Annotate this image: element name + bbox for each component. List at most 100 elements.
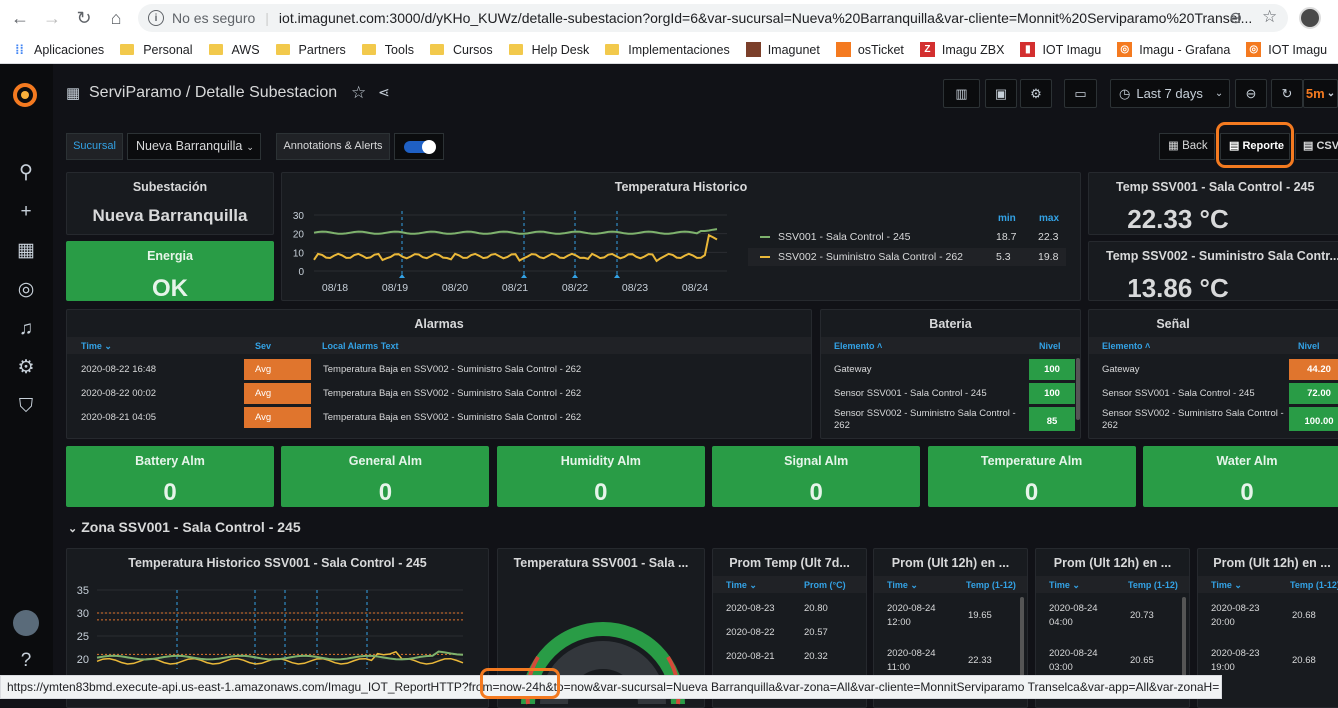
row-title[interactable]: ⌄ Zona SSV001 - Sala Control - 245 <box>68 519 301 535</box>
col-header-value[interactable]: Temp (1-12) <box>1128 580 1178 590</box>
star-icon[interactable]: ☆ <box>351 83 367 102</box>
table-row[interactable]: 2020-08-24 04:00 20.73 <box>1036 598 1189 638</box>
sucursal-select[interactable]: Nueva Barranquilla ⌄ <box>127 133 261 160</box>
forward-arrow-icon[interactable]: → <box>43 7 61 28</box>
bookmark-item[interactable]: AWS <box>208 43 260 57</box>
back-link[interactable]: ▦ Back <box>1159 133 1215 160</box>
dashboard-title[interactable]: ServiParamo / Detalle Subestacion <box>89 84 338 101</box>
alerting-bell-icon[interactable]: ♫ <box>18 318 34 339</box>
profile-avatar[interactable] <box>1299 7 1321 29</box>
back-arrow-icon[interactable]: ← <box>11 7 29 28</box>
col-header-text[interactable]: Local Alarms Text <box>322 341 399 351</box>
table-row[interactable]: 2020-08-23 19:00 20.68 <box>1198 643 1338 683</box>
panel-title: Alarmas <box>414 317 464 331</box>
user-avatar[interactable] <box>13 610 39 636</box>
refresh-interval[interactable]: 5m ⌄ <box>1303 79 1338 108</box>
add-panel-icon[interactable]: ▥ <box>943 79 980 108</box>
bookmark-item[interactable]: Cursos <box>429 43 493 57</box>
csv-link[interactable]: ▤ CSV <box>1295 133 1338 160</box>
table-row[interactable]: 2020-08-23 20.80 <box>713 598 866 619</box>
level-value: 100.00 <box>1289 407 1338 431</box>
alarm-time: 2020-08-22 16:48 <box>81 364 157 375</box>
gear-icon[interactable]: ⚙ <box>17 357 35 378</box>
scrollbar[interactable] <box>1020 597 1024 697</box>
scrollbar[interactable] <box>1076 358 1080 420</box>
explore-icon[interactable]: ◎ <box>17 279 35 300</box>
table-row[interactable]: Sensor SSV001 - Sala Control - 245 100 <box>821 383 1080 404</box>
table-row[interactable]: Sensor SSV002 - Suministro Sala Control … <box>821 407 1080 431</box>
bookmark-item[interactable]: Partners <box>275 43 346 57</box>
bookmark-item[interactable]: ⁞⁞ Aplicaciones <box>12 42 104 57</box>
table-row[interactable]: Sensor SSV002 - Suministro Sala Control … <box>1089 407 1338 431</box>
bookmark-item[interactable]: Personal <box>120 43 193 57</box>
table-row[interactable]: 2020-08-21 20.32 <box>713 646 866 667</box>
table-row[interactable]: Sensor SSV001 - Sala Control - 245 72.00 <box>1089 383 1338 404</box>
table-row[interactable]: 2020-08-22 00:02 Avg Temperatura Baja en S… <box>67 383 811 404</box>
grafana-logo-icon[interactable] <box>10 80 40 110</box>
time-picker[interactable]: ◷ Last 7 days ⌄ <box>1110 79 1230 108</box>
shield-icon[interactable]: ⛉ <box>18 396 34 417</box>
tv-mode-icon[interactable]: ▭ <box>1064 79 1097 108</box>
bookmark-item[interactable]: ▮ IOT Imagu <box>1020 42 1101 57</box>
address-bar[interactable]: i No es seguro | iot.imagunet.com:3000/d… <box>138 4 1288 32</box>
bookmark-item[interactable]: ◎ Imagu - Grafana <box>1117 42 1230 57</box>
reporte-link[interactable]: ▤ Reporte <box>1220 133 1290 160</box>
legend-item[interactable]: SSV002 - Suministro Sala Control - 262 5.… <box>748 248 1066 266</box>
zoom-icon[interactable]: ⊖ <box>1229 10 1243 27</box>
series-line-temp <box>96 650 464 661</box>
col-header-elemento[interactable]: Elemento ˄ <box>1102 341 1151 351</box>
col-header-nivel[interactable]: Nivel <box>1039 341 1061 351</box>
refresh-icon[interactable]: ↻ <box>1271 79 1303 108</box>
x-tick-label: 08/18 <box>322 282 348 294</box>
element-name: Sensor SSV002 - Suministro Sala Control … <box>1102 408 1284 429</box>
folder-icon <box>208 44 223 55</box>
dashboards-grid-icon[interactable]: ▦ <box>66 85 81 102</box>
col-header-nivel[interactable]: Nivel <box>1298 341 1320 351</box>
settings-gear-icon[interactable]: ⚙ <box>1020 79 1052 108</box>
table-row[interactable]: 2020-08-21 04:05 Avg Temperatura Baja en S… <box>67 407 811 428</box>
bookmark-item[interactable]: Z Imagu ZBX <box>919 42 1004 57</box>
col-header-value[interactable]: Prom (°C) <box>804 580 846 590</box>
home-icon[interactable]: ⌂ <box>110 7 122 28</box>
annotations-toggle[interactable] <box>394 133 444 160</box>
panel-title: Humidity Alm <box>560 454 641 468</box>
bookmark-item[interactable]: Implementaciones <box>605 43 730 57</box>
temp-ssv001-panel: Temp SSV001 - Sala Control - 245 22.33 °… <box>1088 172 1338 235</box>
table-row[interactable]: Gateway 100 <box>821 359 1080 380</box>
col-header-value[interactable]: Temp (1-12) <box>966 580 1016 590</box>
col-header-time[interactable]: Time ⌄ <box>1049 580 1080 590</box>
x-tick-label: 08/21 <box>502 282 528 294</box>
col-header-sev[interactable]: Sev <box>255 341 272 351</box>
col-header-value[interactable]: Temp (1-12) <box>1290 580 1338 590</box>
bookmark-item[interactable]: ◎ IOT Imagu <box>1246 42 1327 57</box>
zoom-out-icon[interactable]: ⊖ <box>1235 79 1267 108</box>
bookmark-item[interactable]: Tools <box>361 43 414 57</box>
save-icon[interactable]: ▣ <box>985 79 1017 108</box>
plus-icon[interactable]: + <box>20 201 32 222</box>
table-row[interactable]: 2020-08-24 03:00 20.65 <box>1036 643 1189 683</box>
table-row[interactable]: 2020-08-24 12:00 19.65 <box>874 598 1027 638</box>
table-row[interactable]: 2020-08-24 11:00 22.33 <box>874 643 1027 683</box>
star-icon[interactable]: ☆ <box>1262 7 1278 26</box>
legend-item[interactable]: SSV001 - Sala Control - 245 18.7 22.3 <box>748 228 1066 246</box>
scrollbar[interactable] <box>1182 597 1186 697</box>
col-header-time[interactable]: Time ⌄ <box>726 580 757 590</box>
table-row[interactable]: Gateway 44.20 <box>1089 359 1338 380</box>
search-icon[interactable]: ⚲ <box>19 162 33 183</box>
col-header-time[interactable]: Time ⌄ <box>81 341 112 351</box>
col-header-time[interactable]: Time ⌄ <box>1211 580 1242 590</box>
table-row[interactable]: 2020-08-23 20:00 20.68 <box>1198 598 1338 638</box>
share-icon[interactable]: ⋖ <box>378 84 390 100</box>
dashboards-icon[interactable]: ▦ <box>17 240 35 261</box>
col-header-time[interactable]: Time ⌄ <box>887 580 918 590</box>
table-row[interactable]: 2020-08-22 20.57 <box>713 622 866 643</box>
reload-icon[interactable]: ↻ <box>76 7 92 28</box>
bookmark-item[interactable]: osTicket <box>835 42 904 57</box>
bookmark-item[interactable]: Help Desk <box>508 43 589 57</box>
help-icon[interactable]: ? <box>20 650 32 671</box>
x-tick-label: 08/24 <box>682 282 708 294</box>
col-header-elemento[interactable]: Elemento ˄ <box>834 341 883 351</box>
info-icon[interactable]: i <box>148 10 164 26</box>
bookmark-item[interactable]: Imagunet <box>745 42 820 57</box>
table-row[interactable]: 2020-08-22 16:48 Avg Temperatura Baja en S… <box>67 359 811 380</box>
